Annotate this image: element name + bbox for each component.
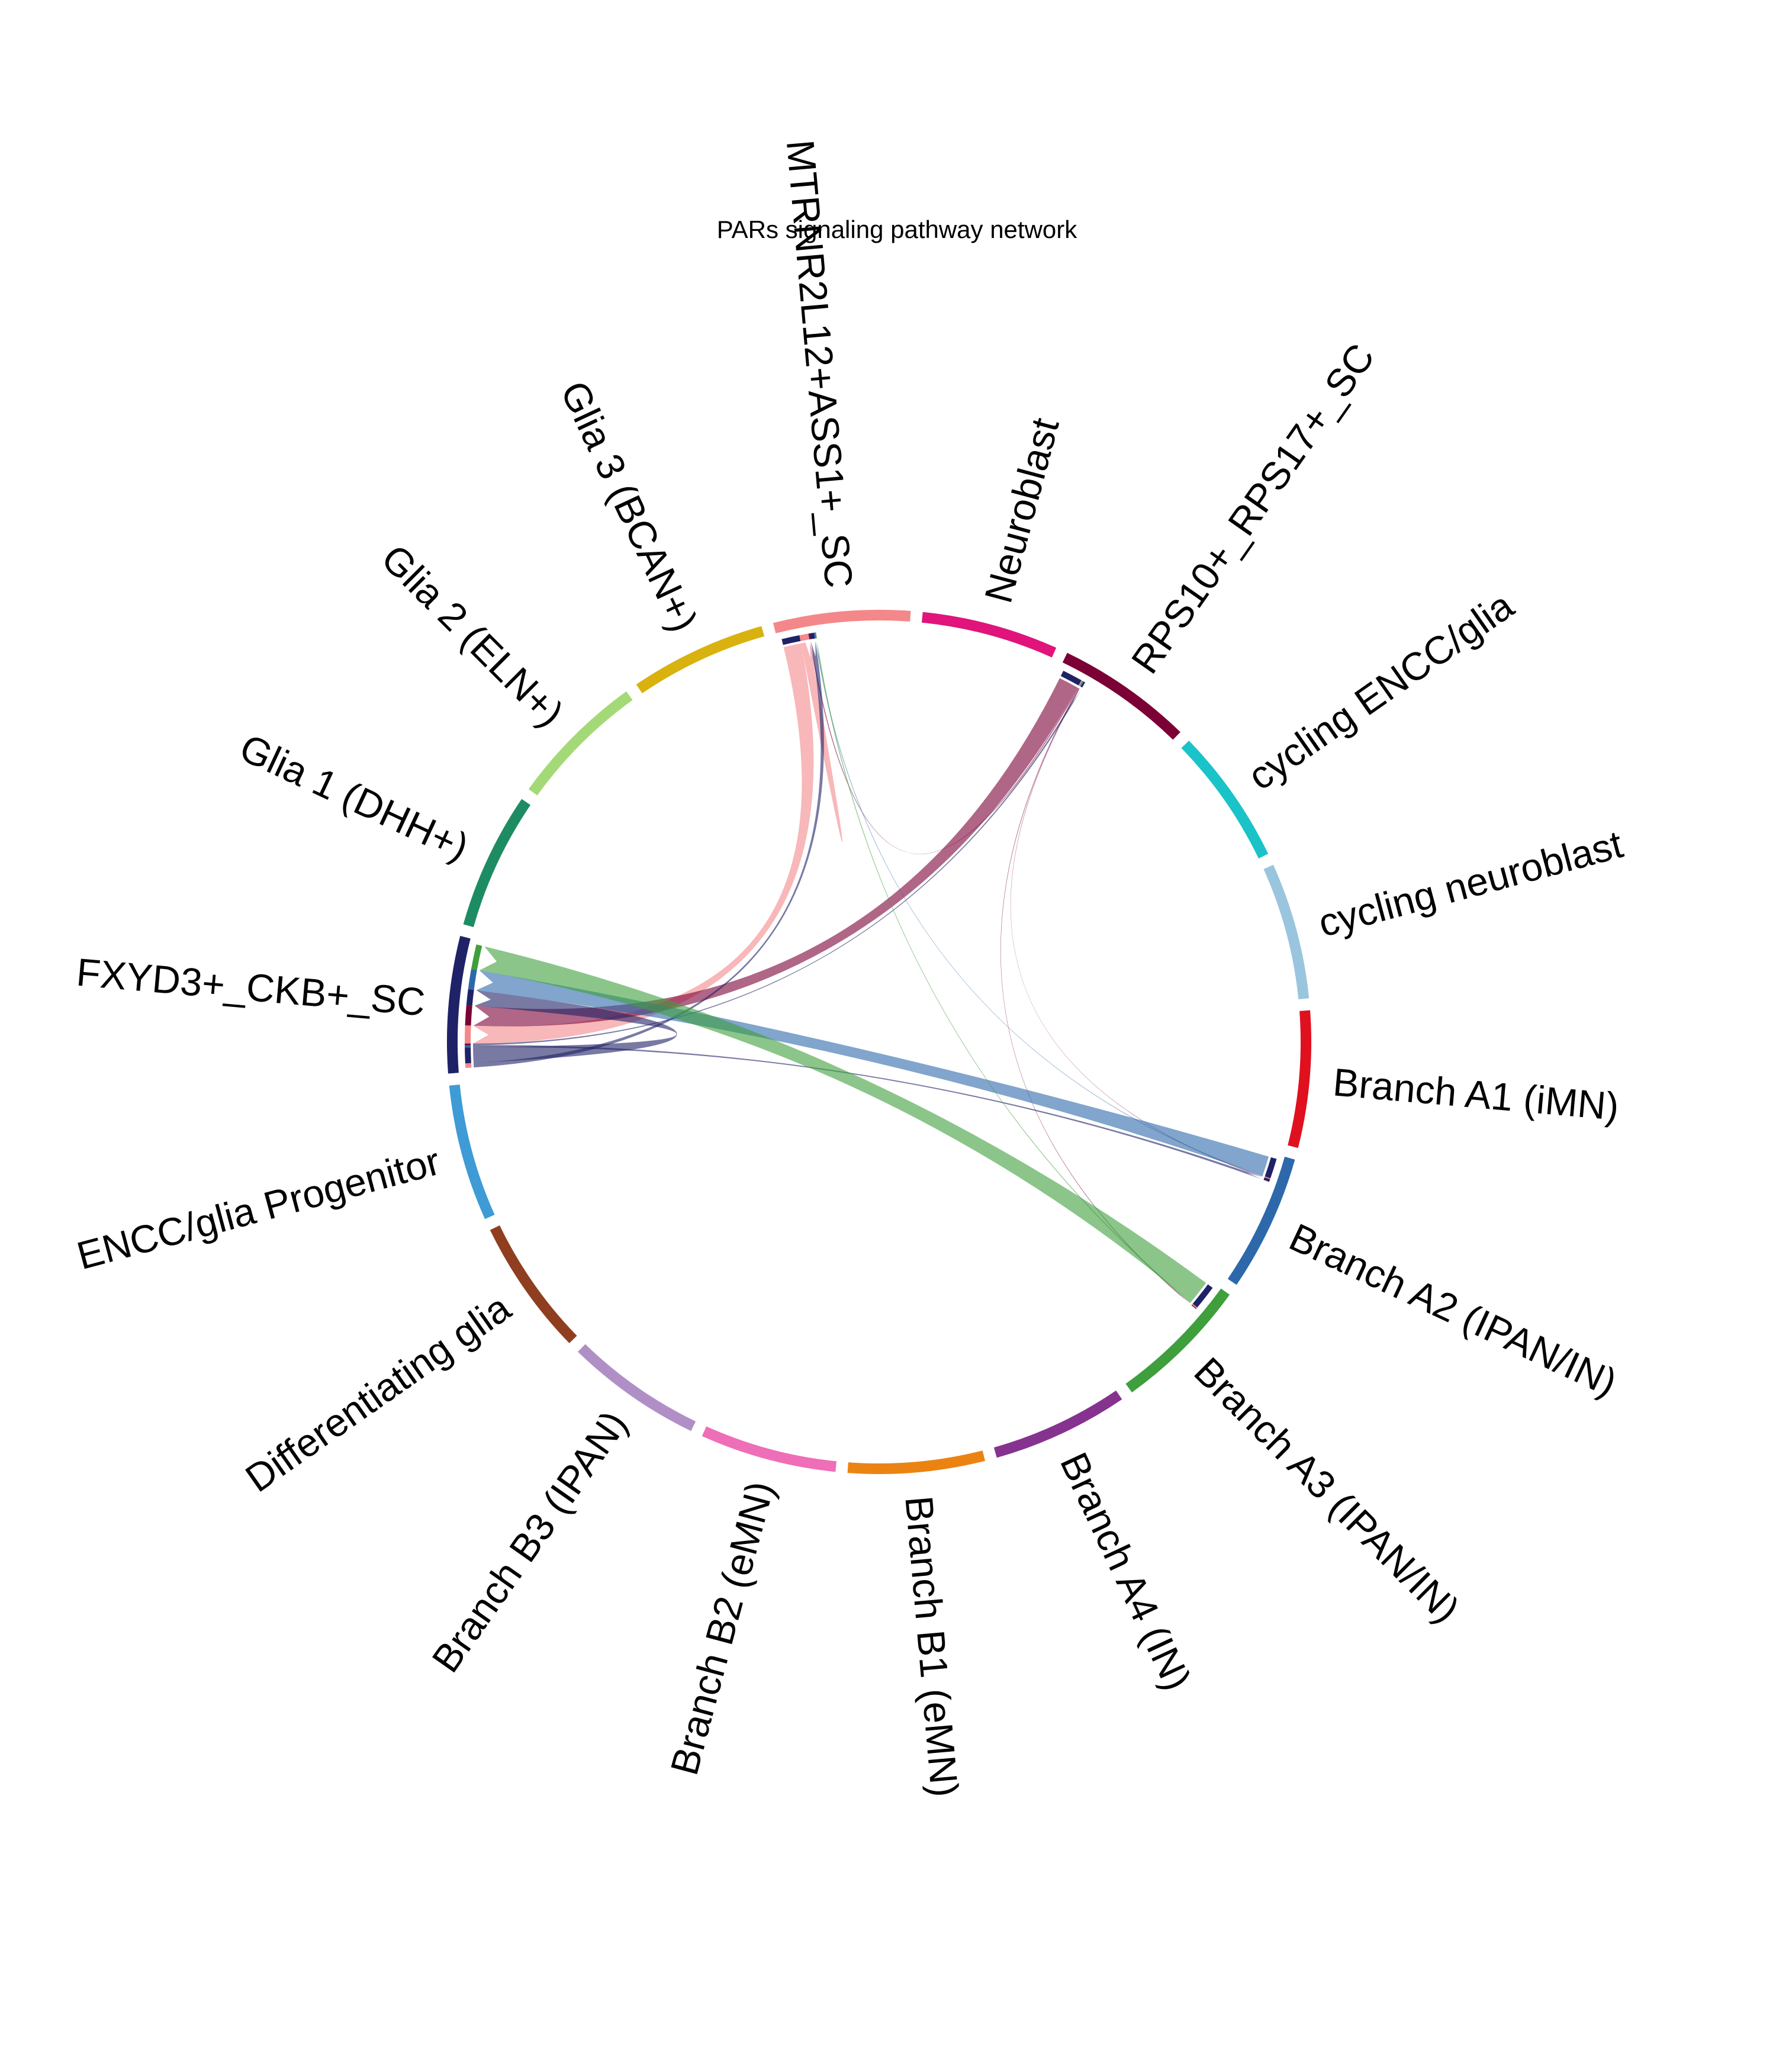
links-layer (465, 632, 1277, 1310)
link-start-strip-fxyd3-ckb-sc-to-rps10-rps17-sc (465, 1043, 471, 1045)
sector-label-rps10-rps17-sc: RPS10+_RPS17+_SC (1122, 336, 1382, 681)
sector-branch-b1-emn (847, 1450, 986, 1475)
link-start-strip-rps10-rps17-sc-to-branch-a3-ipan-in (1079, 681, 1083, 687)
sector-rps10-rps17-sc (1062, 652, 1180, 740)
link-end-strip-rps10-rps17-sc-to-branch-a2-ipan-in (1264, 1177, 1270, 1180)
sector-label-branch-a3-ipan-in: Branch A3 (IPAN/IN) (1186, 1349, 1468, 1631)
sector-cycling-encc-glia (1181, 741, 1269, 859)
sector-label-glia-3-bcan: Glia 3 (BCAN+) (552, 375, 706, 638)
sector-label-branch-b1-emn: Branch B1 (eMN) (897, 1494, 967, 1798)
link-fxyd3-ckb-sc-to-branch-a2-ipan-in (473, 1045, 1262, 1179)
link-start-strip-rps10-rps17-sc-to-mtrnr2l12-ass1-sc (1078, 680, 1083, 686)
link-end-strip-mtrnr2l12-ass1-sc-to-mtrnr2l12-ass1-sc (803, 633, 810, 641)
sector-label-glia-2-eln: Glia 2 (ELN+) (373, 536, 572, 735)
sector-branch-b2-emn (702, 1426, 837, 1472)
link-fxyd3-ckb-sc-to-fxyd3-ckb-sc (473, 990, 677, 1063)
link-start-strip-rps10-rps17-sc-to-branch-a2-ipan-in (1080, 681, 1084, 687)
link-start-strip-fxyd3-ckb-sc-to-branch-a2-ipan-in (465, 1045, 471, 1048)
sector-differentiating-glia (490, 1225, 577, 1343)
sector-branch-a4-in (993, 1390, 1122, 1458)
labels-layer: MTRNR2L12+ASS1+_SC Neuroblast RPS10+_RPS17… (72, 138, 1627, 1798)
link-branch-a3-ipan-in-to-mtrnr2l12-ass1-sc (816, 641, 1191, 1304)
sector-fxyd3-ckb-sc (446, 935, 471, 1074)
sector-glia-2-eln (528, 691, 633, 796)
sector-label-fxyd3-ckb-sc: FXYD3+_CKB+_SC (75, 950, 427, 1024)
sector-glia-3-bcan (636, 626, 765, 694)
link-branch-a3-ipan-in-to-fxyd3-ckb-sc (479, 946, 1206, 1302)
link-start-strip-mtrnr2l12-ass1-sc-to-mtrnr2l12-ass1-sc (799, 634, 805, 641)
chart-title: PARs signaling pathway network (717, 215, 1078, 243)
sector-cycling-neuroblast (1263, 864, 1310, 1000)
link-start-strip-mtrnr2l12-ass1-sc-to-fxyd3-ckb-sc (781, 635, 801, 645)
sector-branch-b3-ipan (578, 1344, 696, 1431)
link-end-strip-branch-a3-ipan-in-to-fxyd3-ckb-sc (471, 944, 482, 970)
link-branch-a2-ipan-in-to-fxyd3-ckb-sc (476, 970, 1269, 1176)
sector-label-branch-b2-emn: Branch B2 (eMN) (662, 1476, 782, 1780)
sector-label-branch-a1-imn: Branch A1 (iMN) (1331, 1060, 1621, 1128)
sector-branch-a1-imn (1288, 1010, 1312, 1148)
link-start-strip-branch-a3-ipan-in-to-fxyd3-ckb-sc (1192, 1284, 1213, 1308)
link-start-strip-fxyd3-ckb-sc-to-fxyd3-ckb-sc (465, 1047, 471, 1064)
link-start-strip-branch-a3-ipan-in-to-mtrnr2l12-ass1-sc (1192, 1304, 1198, 1309)
sector-label-branch-a4-in: Branch A4 (IN) (1052, 1446, 1200, 1697)
link-end-strip-fxyd3-ckb-sc-to-rps10-rps17-sc (1080, 681, 1086, 688)
link-end-strip-branch-a2-ipan-in-to-fxyd3-ckb-sc (468, 969, 477, 990)
sector-encc-glia-progenitor (449, 1084, 495, 1220)
sector-neuroblast (921, 612, 1057, 658)
link-end-strip-fxyd3-ckb-sc-to-branch-a2-ipan-in (1263, 1177, 1270, 1182)
link-end-strip-fxyd3-ckb-sc-to-fxyd3-ckb-sc (466, 989, 474, 1006)
sector-label-glia-1-dhh: Glia 1 (DHH+) (233, 725, 475, 869)
sector-label-mtrnr2l12-ass1-sc: MTRNR2L12+ASS1+_SC (778, 138, 861, 590)
link-end-strip-rps10-rps17-sc-to-mtrnr2l12-ass1-sc (808, 633, 811, 640)
sector-label-neuroblast: Neuroblast (976, 413, 1067, 607)
sector-label-encc-glia-progenitor: ENCC/glia Progenitor (72, 1139, 445, 1278)
sector-label-branch-b3-ipan: Branch B3 (IPAN) (423, 1403, 636, 1680)
link-end-strip-rps10-rps17-sc-to-branch-a3-ipan-in (1191, 1304, 1197, 1310)
sectors-layer (446, 609, 1312, 1475)
link-start-strip-branch-a2-ipan-in-to-fxyd3-ckb-sc (1265, 1157, 1277, 1179)
link-end-strip-rps10-rps17-sc-to-fxyd3-ckb-sc (465, 1005, 472, 1026)
link-end-strip-mtrnr2l12-ass1-sc-to-fxyd3-ckb-sc (465, 1025, 471, 1044)
link-end-strip-branch-a2-ipan-in-to-mtrnr2l12-ass1-sc (813, 632, 816, 639)
sector-label-cycling-encc-glia: cycling ENCC/glia (1240, 583, 1521, 799)
link-start-strip-fxyd3-ckb-sc-to-mtrnr2l12-ass1-sc (465, 1063, 472, 1068)
sector-label-cycling-neuroblast: cycling neuroblast (1314, 822, 1627, 945)
sector-label-differentiating-glia: Differentiating glia (237, 1285, 518, 1500)
link-end-strip-branch-a3-ipan-in-to-mtrnr2l12-ass1-sc (815, 632, 817, 639)
sector-mtrnr2l12-ass1-sc (773, 609, 911, 633)
sector-label-branch-a2-ipan-in: Branch A2 (IPAN/IN) (1283, 1215, 1623, 1405)
sector-branch-a2-ipan-in (1227, 1156, 1295, 1285)
sector-branch-a3-ipan-in (1125, 1288, 1230, 1393)
sector-glia-1-dhh (463, 799, 531, 928)
link-start-strip-rps10-rps17-sc-to-fxyd3-ckb-sc (1060, 671, 1082, 686)
link-start-strip-branch-a2-ipan-in-to-mtrnr2l12-ass1-sc (1265, 1176, 1270, 1179)
link-end-strip-fxyd3-ckb-sc-to-mtrnr2l12-ass1-sc (809, 632, 815, 639)
